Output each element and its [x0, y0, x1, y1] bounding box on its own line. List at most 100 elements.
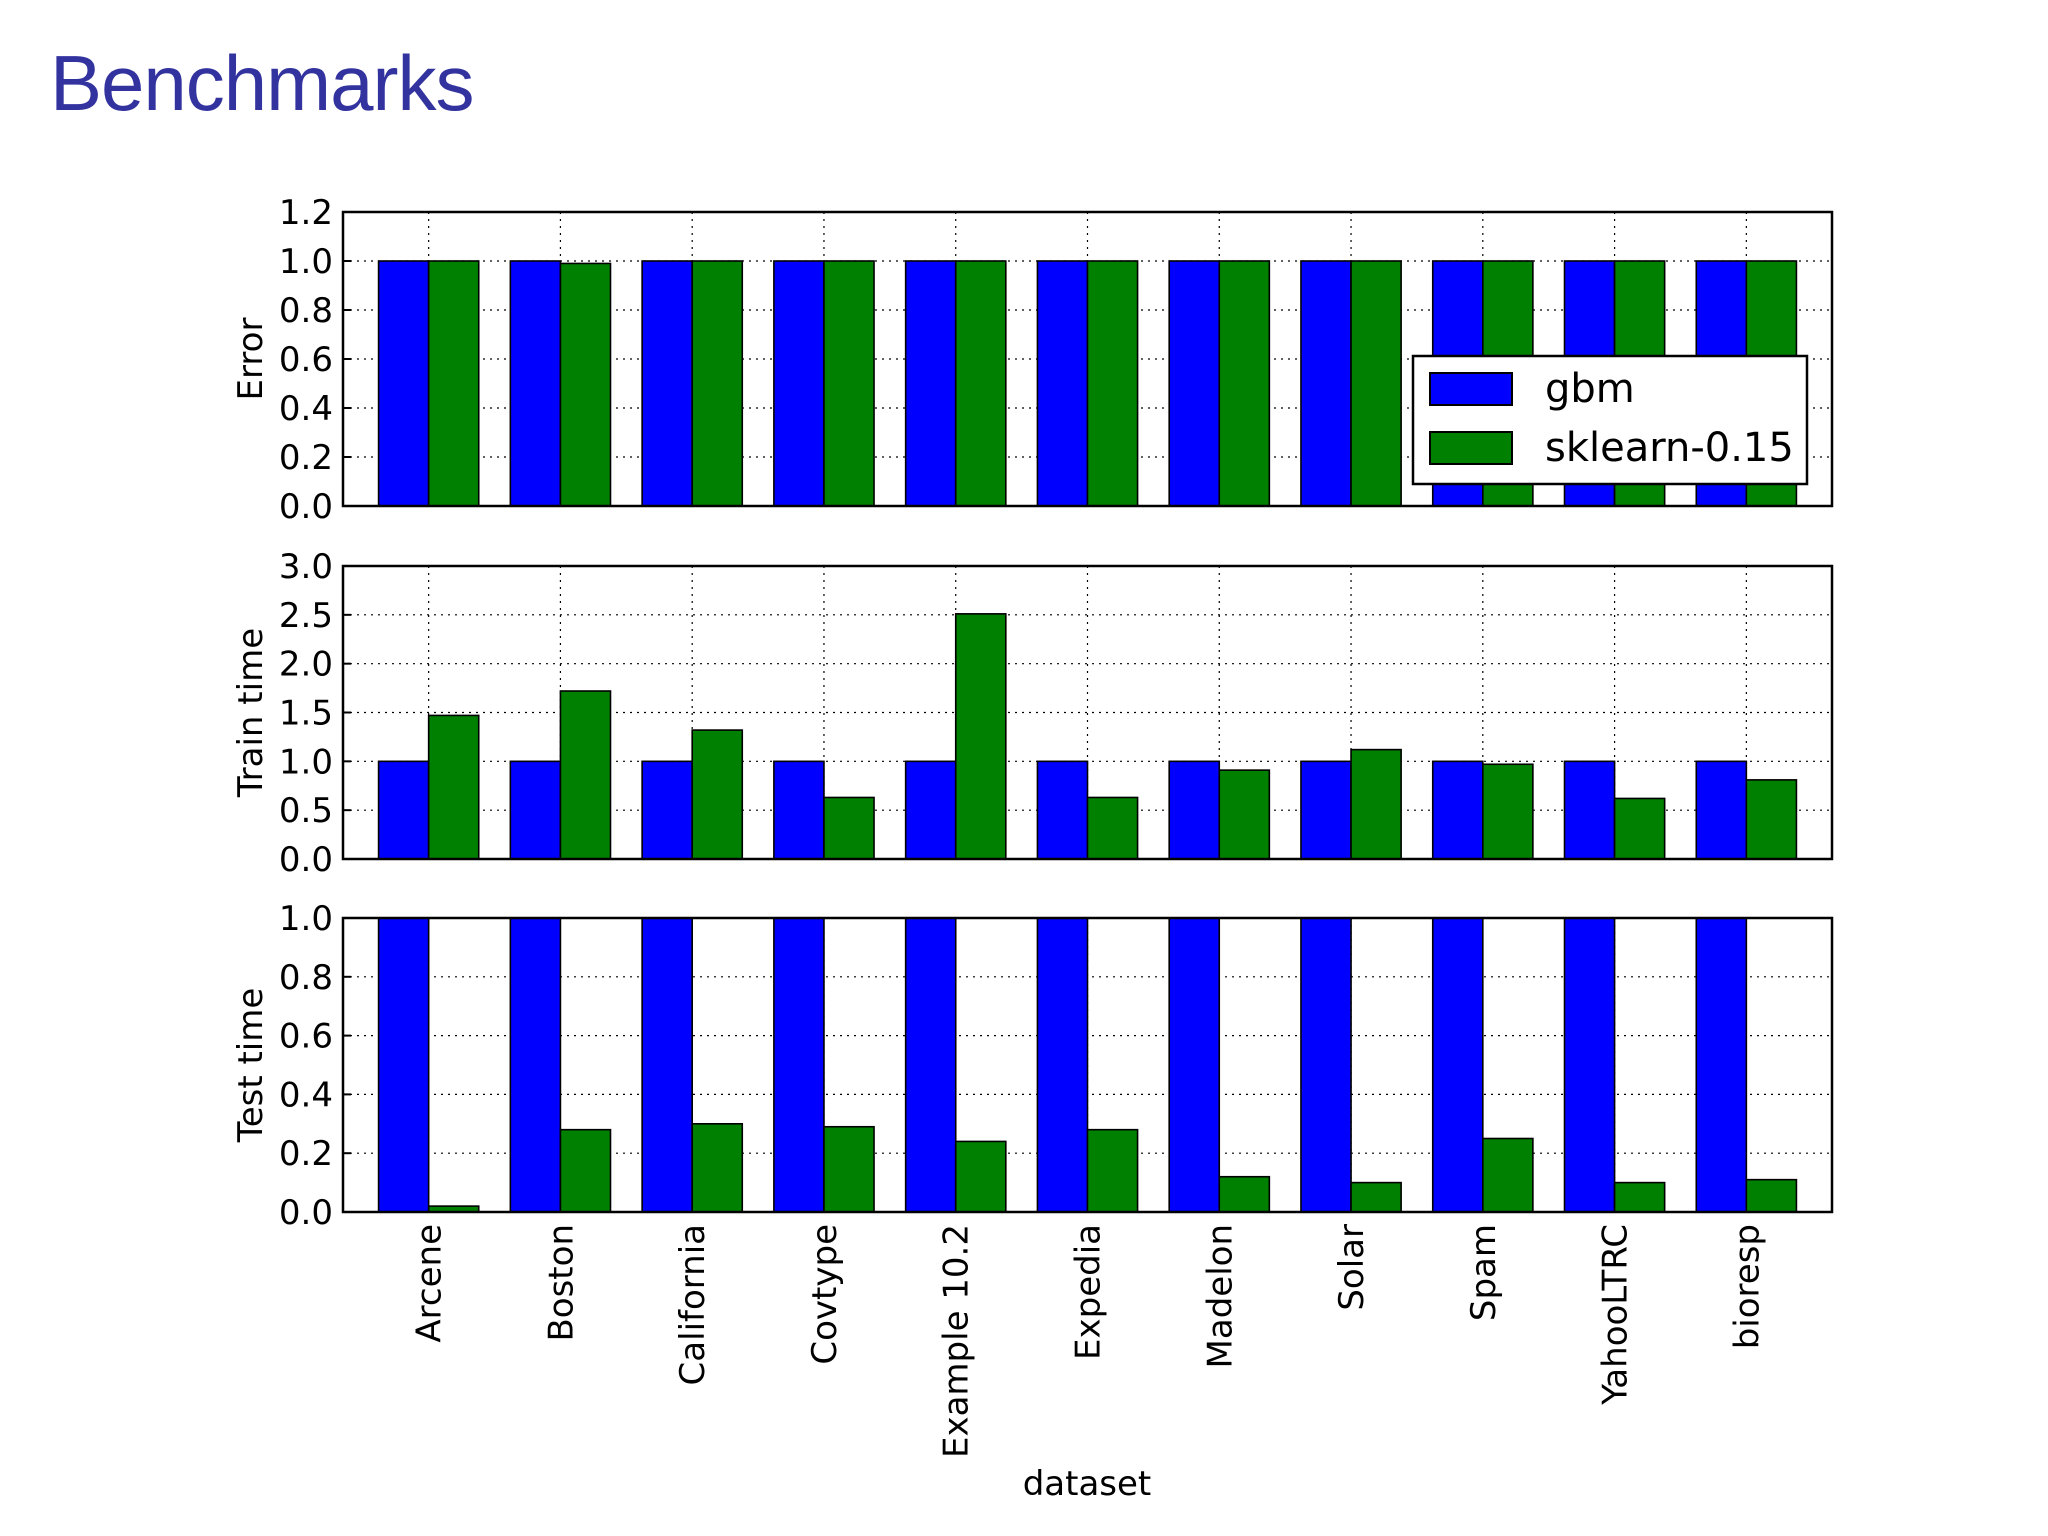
x-tick-label: Covtype	[805, 1224, 845, 1365]
bar-sklearn-5	[1086, 260, 1139, 507]
y-tick-label: 0.4	[279, 389, 333, 429]
bar-gbm-10	[1695, 760, 1748, 860]
bar-sklearn-10	[1745, 1178, 1798, 1213]
y-tick-label: 1.0	[279, 742, 333, 782]
y-tick-label: 1.0	[279, 242, 333, 282]
bar-gbm-2	[641, 917, 693, 1213]
y-tick-label: 0.2	[279, 438, 333, 478]
bar-gbm-1	[509, 260, 562, 507]
subplot-train-time: 0.0 0.5 1.0 1.5 2.0 2.5 3.0 Train time	[231, 547, 1834, 880]
bar-gbm-9	[1563, 917, 1616, 1213]
bar-gbm-2	[641, 260, 693, 507]
bar-sklearn-2	[691, 1123, 744, 1213]
bar-gbm-6	[1168, 260, 1221, 507]
bar-sklearn-1	[559, 1128, 612, 1213]
y-tick-label: 2.5	[279, 596, 333, 636]
legend-swatch-sklearn	[1429, 431, 1513, 465]
x-tick-label: Arcene	[410, 1224, 450, 1343]
bar-gbm-5	[1036, 917, 1089, 1213]
y-tick-label: 2.0	[279, 645, 333, 685]
bar-sklearn-1	[559, 262, 612, 507]
bar-gbm-7	[1300, 760, 1352, 860]
bar-sklearn-3	[823, 1125, 875, 1213]
y-tick-label: 3.0	[279, 547, 333, 587]
legend: gbm sklearn-0.15	[1411, 354, 1809, 486]
bar-gbm-8	[1431, 760, 1484, 860]
y-tick-label: 0.8	[279, 958, 333, 998]
bar-gbm-6	[1168, 917, 1221, 1213]
x-tick-label: bioresp	[1727, 1224, 1767, 1349]
bar-gbm-1	[509, 760, 562, 860]
subplot-test-time: 0.0 0.2 0.4 0.6 0.8 1.0 Test time	[231, 899, 1834, 1233]
bar-sklearn-8	[1482, 1137, 1534, 1213]
y-tick-label: 0.0	[279, 1193, 333, 1233]
plot-frame	[341, 564, 1834, 861]
bar-gbm-0	[377, 917, 430, 1213]
plot-frame	[341, 210, 1834, 508]
bar-gbm-2	[641, 760, 693, 860]
bar-sklearn-4	[954, 260, 1007, 507]
bar-sklearn-3	[823, 796, 875, 860]
bar-sklearn-6	[1218, 1175, 1271, 1213]
y-axis-label: Train time	[231, 628, 271, 798]
y-tick-label: 0.6	[279, 1017, 333, 1057]
bar-sklearn-10	[1745, 779, 1798, 860]
y-tick-label: 1.2	[279, 193, 333, 233]
y-tick-label: 0.5	[279, 791, 333, 831]
x-tick-label: Madelon	[1200, 1224, 1240, 1368]
y-tick-label: 0.4	[279, 1075, 333, 1115]
bar-gbm-4	[904, 760, 957, 860]
bar-gbm-7	[1300, 260, 1352, 507]
bar-gbm-9	[1563, 760, 1616, 860]
bar-gbm-0	[377, 760, 430, 860]
x-tick-label: Example 10.2	[937, 1224, 977, 1458]
legend-label-gbm: gbm	[1545, 366, 1635, 412]
bar-sklearn-1	[559, 690, 612, 860]
bar-sklearn-7	[1350, 260, 1402, 507]
legend-swatch-gbm	[1429, 372, 1513, 406]
legend-label-sklearn: sklearn-0.15	[1545, 425, 1794, 471]
bar-gbm-1	[509, 917, 562, 1213]
bar-sklearn-8	[1482, 763, 1534, 860]
y-tick-label: 0.0	[279, 487, 333, 527]
bar-sklearn-4	[954, 1140, 1007, 1213]
x-tick-label: YahooLTRC	[1596, 1224, 1636, 1406]
y-axis-label: Test time	[231, 988, 271, 1144]
bar-sklearn-9	[1613, 1181, 1666, 1213]
bar-gbm-3	[773, 260, 825, 507]
y-tick-label: 0.8	[279, 291, 333, 331]
bar-sklearn-6	[1218, 769, 1271, 860]
bar-sklearn-0	[427, 714, 480, 860]
bar-sklearn-9	[1613, 797, 1666, 860]
bar-gbm-4	[904, 260, 957, 507]
bar-sklearn-2	[691, 729, 744, 860]
y-axis-label: Error	[231, 318, 271, 401]
bar-gbm-0	[377, 260, 430, 507]
bar-gbm-3	[773, 760, 825, 860]
y-tick-label: 0.0	[279, 840, 333, 880]
y-tick-label: 1.0	[279, 899, 333, 939]
bar-gbm-3	[773, 917, 825, 1213]
bar-gbm-10	[1695, 917, 1748, 1213]
bar-gbm-5	[1036, 760, 1089, 860]
bar-sklearn-7	[1350, 748, 1402, 860]
bar-gbm-8	[1431, 917, 1484, 1213]
bar-sklearn-5	[1086, 796, 1139, 860]
y-tick-label: 1.5	[279, 694, 333, 734]
x-tick-label: Boston	[541, 1224, 581, 1342]
plot-frame	[341, 916, 1834, 1214]
bar-sklearn-6	[1218, 260, 1271, 507]
bar-sklearn-2	[691, 260, 744, 507]
bar-gbm-4	[904, 917, 957, 1213]
bar-gbm-6	[1168, 760, 1221, 860]
x-tick-label: Spam	[1464, 1224, 1504, 1321]
slide-title: Benchmarks	[50, 39, 474, 127]
bar-sklearn-0	[427, 260, 480, 507]
bar-sklearn-5	[1086, 1128, 1139, 1213]
y-tick-label: 0.6	[279, 340, 333, 380]
x-tick-label: Solar	[1332, 1224, 1372, 1311]
y-tick-label: 0.2	[279, 1134, 333, 1174]
bar-sklearn-4	[954, 613, 1007, 860]
bar-sklearn-7	[1350, 1181, 1402, 1213]
